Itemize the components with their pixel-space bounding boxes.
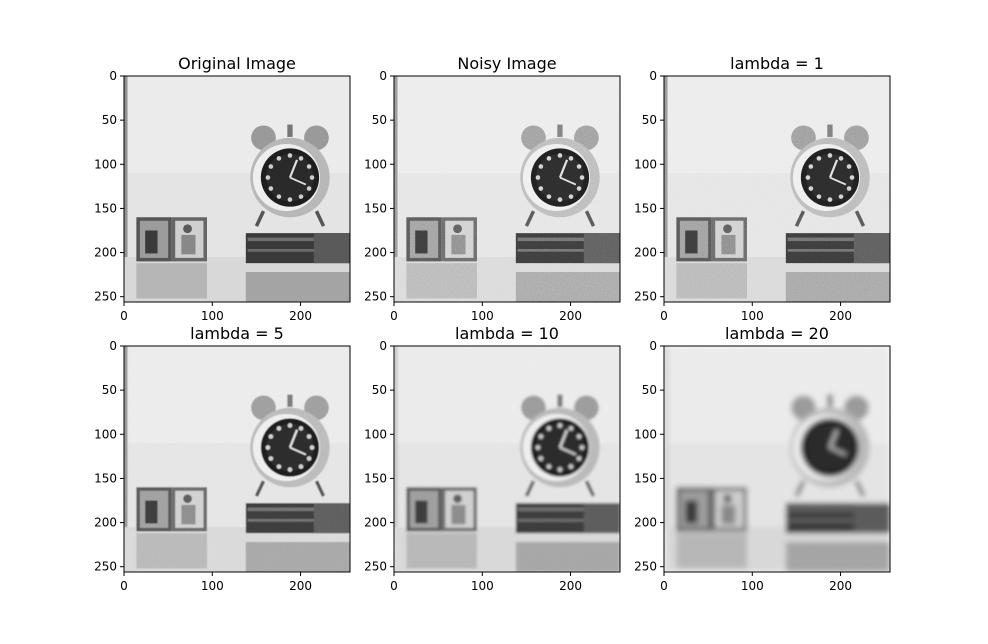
y-tick-label: 50 — [642, 113, 657, 127]
y-tick-label: 200 — [94, 246, 117, 260]
y-tick-label: 150 — [364, 201, 387, 215]
subplot-title: lambda = 10 — [455, 324, 559, 343]
axes-frame — [393, 75, 621, 303]
subplot-3: lambda = 1 0 100 200 0 50 100 150 200 250 — [634, 54, 891, 323]
x-tick-label: 200 — [289, 579, 312, 593]
y-tick-label: 50 — [372, 383, 387, 397]
image-heatmap — [664, 76, 890, 302]
y-tick-label: 50 — [372, 113, 387, 127]
y-tick-label: 150 — [94, 471, 117, 485]
subplot-5: lambda = 10 0 100 200 0 50 100 150 200 250 — [364, 324, 621, 593]
x-tick-label: 100 — [201, 579, 224, 593]
x-tick-label: 100 — [741, 309, 764, 323]
y-tick-label: 100 — [634, 157, 657, 171]
y-tick-label: 250 — [364, 560, 387, 574]
y-tick-label: 250 — [364, 290, 387, 304]
x-tick-label: 200 — [559, 579, 582, 593]
y-tick-label: 200 — [364, 516, 387, 530]
y-tick-label: 200 — [634, 516, 657, 530]
subplot-title: lambda = 1 — [730, 54, 824, 73]
subplot-title: Original Image — [178, 54, 296, 73]
y-tick-label: 100 — [364, 157, 387, 171]
x-tick-label: 100 — [741, 579, 764, 593]
image-heatmap — [664, 346, 890, 572]
subplot-title: lambda = 5 — [190, 324, 284, 343]
y-tick-label: 50 — [102, 383, 117, 397]
x-tick-label: 100 — [471, 309, 494, 323]
x-tick-label: 200 — [829, 579, 852, 593]
x-tick-label: 0 — [120, 309, 128, 323]
y-tick-label: 150 — [634, 471, 657, 485]
x-tick-label: 100 — [201, 309, 224, 323]
y-tick-label: 150 — [634, 201, 657, 215]
x-tick-label: 200 — [559, 309, 582, 323]
x-tick-label: 200 — [289, 309, 312, 323]
subplot-6: lambda = 20 0 100 200 0 50 100 150 200 250 — [634, 324, 891, 593]
y-tick-label: 0 — [379, 339, 387, 353]
image-heatmap — [124, 76, 350, 302]
y-tick-label: 0 — [649, 339, 657, 353]
y-tick-label: 200 — [634, 246, 657, 260]
y-tick-label: 250 — [94, 290, 117, 304]
axes-frame — [663, 345, 891, 573]
y-tick-label: 250 — [634, 290, 657, 304]
x-tick-label: 0 — [390, 579, 398, 593]
x-tick-label: 100 — [471, 579, 494, 593]
subplot-4: lambda = 5 0 100 200 0 50 100 150 200 250 — [94, 324, 351, 593]
axes-frame — [663, 75, 891, 303]
y-tick-label: 0 — [109, 69, 117, 83]
y-tick-label: 200 — [364, 246, 387, 260]
y-tick-label: 150 — [94, 201, 117, 215]
x-tick-label: 0 — [660, 579, 668, 593]
y-tick-label: 150 — [364, 471, 387, 485]
y-tick-label: 250 — [634, 560, 657, 574]
image-heatmap — [124, 346, 350, 572]
y-tick-label: 50 — [102, 113, 117, 127]
x-tick-label: 0 — [660, 309, 668, 323]
image-heatmap — [394, 346, 620, 572]
subplot-2: Noisy Image 0 100 200 0 50 100 150 200 250 — [364, 54, 621, 323]
axes-frame — [123, 345, 351, 573]
y-tick-label: 0 — [379, 69, 387, 83]
y-tick-label: 0 — [109, 339, 117, 353]
y-tick-label: 100 — [94, 427, 117, 441]
y-tick-label: 200 — [94, 516, 117, 530]
y-tick-label: 100 — [364, 427, 387, 441]
y-tick-label: 100 — [634, 427, 657, 441]
subplot-title: lambda = 20 — [725, 324, 829, 343]
image-heatmap — [394, 76, 620, 302]
axes-frame — [123, 75, 351, 303]
subplot-title: Noisy Image — [457, 54, 556, 73]
y-tick-label: 50 — [642, 383, 657, 397]
x-tick-label: 200 — [829, 309, 852, 323]
axes-frame — [393, 345, 621, 573]
y-tick-label: 100 — [94, 157, 117, 171]
x-tick-label: 0 — [120, 579, 128, 593]
y-tick-label: 250 — [94, 560, 117, 574]
x-tick-label: 0 — [390, 309, 398, 323]
subplot-1: Original Image 0 100 200 0 50 100 150 200 250 — [94, 54, 351, 323]
y-tick-label: 0 — [649, 69, 657, 83]
